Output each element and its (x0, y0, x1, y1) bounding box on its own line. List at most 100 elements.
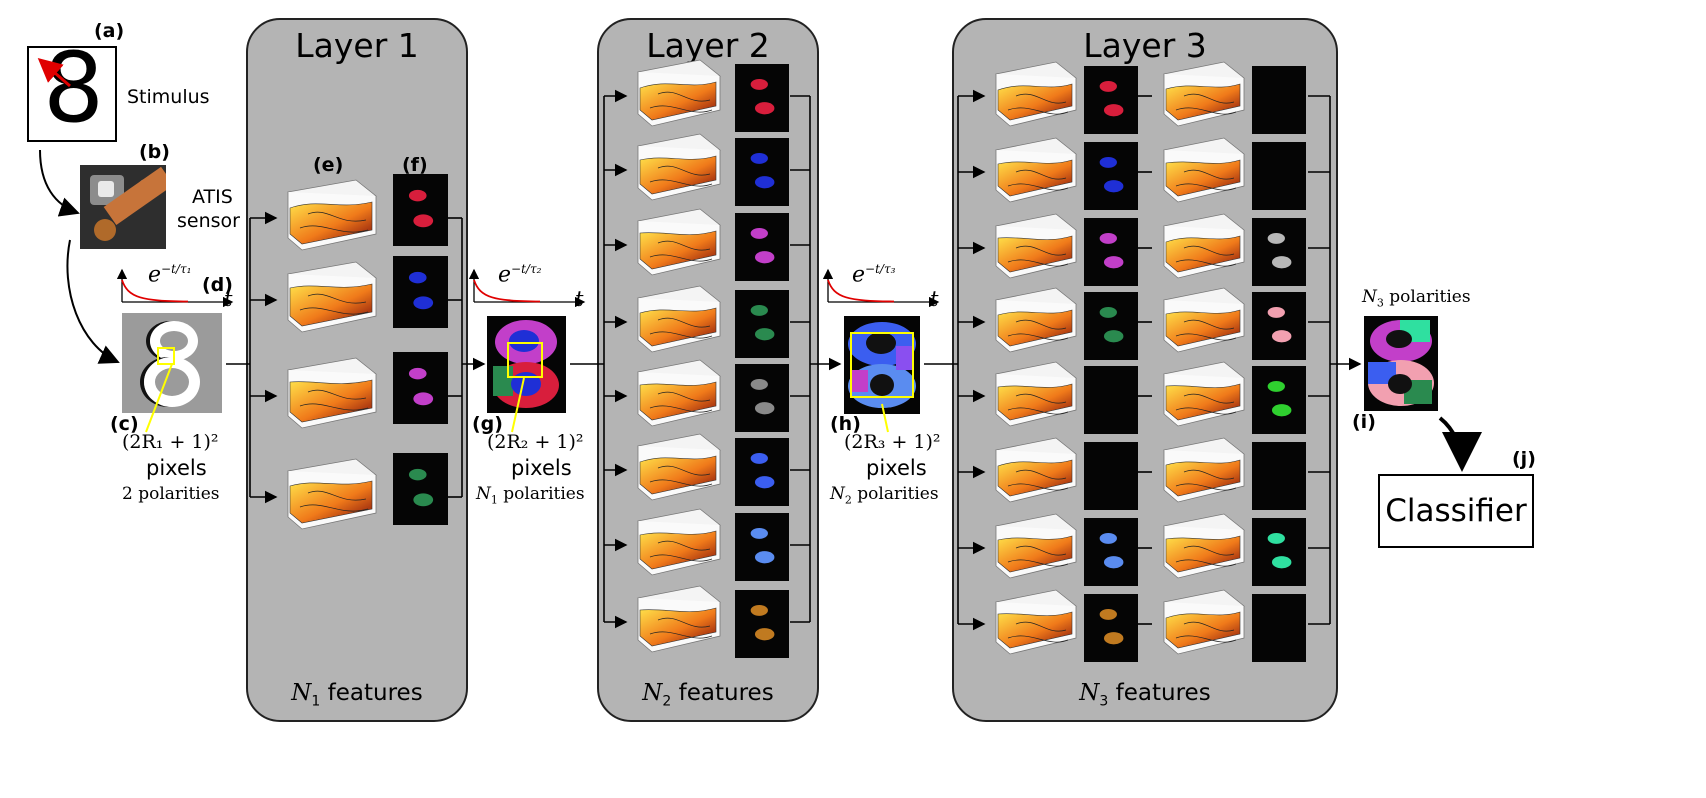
h-pixels-text: pixels (866, 456, 927, 480)
feature-surface-plot (637, 508, 721, 576)
output-polarities-text: N3 polarities (1362, 287, 1471, 310)
feature-surface-plot (995, 513, 1077, 579)
feature-thumbnails (393, 64, 1306, 662)
feature-surface-plot (287, 458, 377, 530)
feature-activation-thumbnail (1252, 66, 1306, 134)
label-a: (a) (94, 20, 125, 42)
feature-surface-plot (637, 285, 721, 353)
atis-sensor-photo (80, 165, 166, 249)
stimulus-text: Stimulus (127, 86, 210, 108)
h-polarities-text: N2 polarities (830, 484, 939, 507)
feature-surface-plot (995, 287, 1077, 353)
decay-expr-2: e−t/τ₂ (498, 262, 542, 288)
stimulus-box: 8 (27, 32, 117, 144)
feature-surface-plot (1163, 589, 1245, 655)
decay-plot (468, 268, 586, 308)
layer1-output-image (487, 316, 566, 413)
feature-activation-thumbnail (1252, 218, 1306, 286)
g-polarities-text: N1 polarities (476, 484, 585, 507)
h-size-text: (2R₃ + 1)² (844, 431, 941, 453)
stimulus-digit: 8 (43, 32, 105, 144)
feature-activation-thumbnail (735, 513, 789, 581)
feature-surface-plot (1163, 213, 1245, 279)
feature-activation-thumbnail (1084, 292, 1138, 360)
layer2-title: Layer 2 (646, 26, 770, 65)
feature-surface-plot (287, 357, 377, 429)
feature-activation-thumbnail (1084, 218, 1138, 286)
input-event-image (122, 313, 222, 413)
feature-surface-plot (995, 437, 1077, 503)
flow-arrows (39, 149, 1482, 472)
feature-activation-thumbnail (735, 138, 789, 206)
layer2-output-image (844, 316, 920, 414)
feature-surface-plot (637, 133, 721, 201)
feature-surface-plot (1163, 137, 1245, 203)
label-e: (e) (313, 154, 344, 176)
feature-activation-thumbnail (1252, 594, 1306, 662)
feature-surface-plot (995, 361, 1077, 427)
feature-activation-thumbnail (1084, 366, 1138, 434)
input-polarities-text: 2 polarities (122, 484, 220, 504)
classifier-text: Classifier (1385, 493, 1527, 529)
feature-activation-thumbnail (393, 174, 448, 246)
feature-surface-plot (1163, 513, 1245, 579)
feature-activation-thumbnail (1084, 594, 1138, 662)
g-size-text: (2R₂ + 1)² (487, 431, 584, 453)
feature-activation-thumbnail (1084, 442, 1138, 510)
input-size-text: (2R₁ + 1)² (122, 431, 219, 453)
label-g: (g) (472, 413, 503, 435)
feature-activation-thumbnail (1252, 518, 1306, 586)
feature-activation-thumbnail (735, 438, 789, 506)
feature-activation-thumbnail (393, 256, 448, 328)
decay-plot (822, 268, 940, 308)
label-i: (i) (1352, 411, 1376, 433)
layer1-features-label: N1 features (291, 680, 423, 710)
feature-activation-thumbnail (1084, 142, 1138, 210)
layer2-features-label: N2 features (642, 680, 774, 710)
decay-expr-1: e−t/τ₁ (148, 262, 192, 288)
feature-surface-plot (637, 59, 721, 127)
feature-activation-thumbnail (1252, 142, 1306, 210)
feature-surface-plot (637, 433, 721, 501)
feature-activation-thumbnail (393, 352, 448, 424)
feature-plots (287, 59, 1245, 655)
layer3-features-label: N3 features (1079, 680, 1211, 710)
sensor-text-2: sensor (177, 210, 240, 232)
feature-activation-thumbnail (393, 453, 448, 525)
stimulus-red-arrow (37, 58, 71, 88)
decay-curves (116, 268, 940, 308)
feature-activation-thumbnail (735, 64, 789, 132)
feature-surface-plot (637, 359, 721, 427)
feature-surface-plot (995, 61, 1077, 127)
label-j: (j) (1512, 448, 1536, 470)
feature-surface-plot (637, 585, 721, 653)
feature-activation-thumbnail (1252, 442, 1306, 510)
feature-surface-plot (995, 137, 1077, 203)
feature-surface-plot (995, 589, 1077, 655)
feature-activation-thumbnail (735, 590, 789, 658)
classifier-box: Classifier (1378, 474, 1534, 548)
label-h: (h) (830, 413, 861, 435)
g-pixels-text: pixels (511, 456, 572, 480)
feature-activation-thumbnail (1084, 66, 1138, 134)
label-d: (d) (202, 274, 233, 296)
feature-surface-plot (1163, 287, 1245, 353)
feature-activation-thumbnail (1252, 292, 1306, 360)
decay-plot (116, 268, 234, 308)
label-c: (c) (110, 413, 139, 435)
feature-surface-plot (995, 213, 1077, 279)
feature-surface-plot (287, 179, 377, 251)
feature-activation-thumbnail (735, 213, 789, 281)
input-pixels-text: pixels (146, 456, 207, 480)
label-b: (b) (139, 141, 170, 163)
sensor-text-1: ATIS (192, 186, 233, 208)
feature-surface-plot (1163, 361, 1245, 427)
feature-surface-plot (1163, 61, 1245, 127)
connectors (145, 89, 1362, 631)
layer3-title: Layer 3 (1083, 26, 1207, 65)
feature-surface-plot (287, 261, 377, 333)
feature-activation-thumbnail (1252, 366, 1306, 434)
layer1-title: Layer 1 (295, 26, 419, 65)
label-f: (f) (402, 154, 428, 176)
